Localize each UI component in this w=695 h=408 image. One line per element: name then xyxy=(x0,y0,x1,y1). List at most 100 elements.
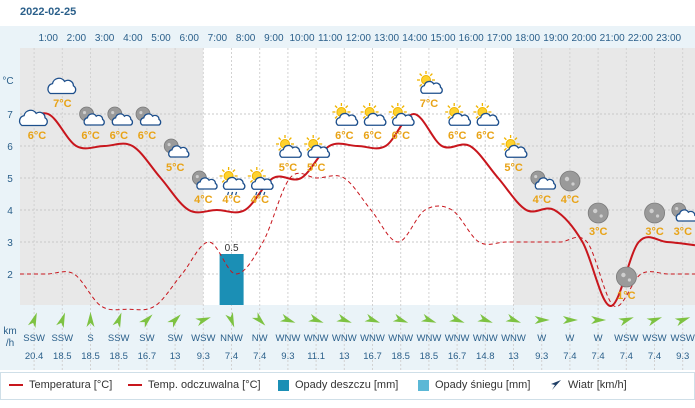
wind-direction-label: WSW xyxy=(671,333,695,344)
legend-feels-like-swatch xyxy=(128,384,142,386)
lines-layer xyxy=(19,112,695,311)
temperature-label: 6°C xyxy=(363,130,382,142)
wind-direction-label: WNW xyxy=(445,333,470,344)
wind-arrow-icon xyxy=(167,314,181,328)
hour-label: 17:00 xyxy=(487,33,512,44)
moon-cloud-icon xyxy=(135,106,162,126)
moon-cloud-icon xyxy=(671,202,695,222)
temperature-label: 6°C xyxy=(448,130,467,142)
sun-ray xyxy=(249,179,254,183)
legend-rain-swatch xyxy=(278,379,289,391)
weather-icons-layer xyxy=(18,71,695,288)
wind-direction-label: WNW xyxy=(473,333,498,344)
wind-arrow-icon xyxy=(392,313,409,323)
wind-direction-label: SSW xyxy=(108,333,130,344)
wind-speed-label: 7.4 xyxy=(648,351,661,362)
wind-speed-label: 7.4 xyxy=(620,351,633,362)
feels-like-line xyxy=(19,172,695,311)
rain-drop xyxy=(235,191,238,196)
y-tick-label: 5 xyxy=(7,174,13,185)
wind-arrow-shape xyxy=(646,317,663,327)
wind-arrow-shape xyxy=(449,313,465,323)
wind-direction-label: W xyxy=(537,333,546,344)
moon-crater xyxy=(649,208,654,214)
sun-ray xyxy=(486,105,490,109)
cloud-shape xyxy=(168,145,190,158)
legend: Temperatura [°C] Temp. odczuwalna [°C] O… xyxy=(0,372,695,400)
legend-wind-label: Wiatr [km/h] xyxy=(568,379,627,391)
wind-arrow-shape xyxy=(562,316,578,324)
y-tick-label: 7 xyxy=(7,110,13,121)
cloud-shape xyxy=(111,113,134,126)
sun-ray xyxy=(278,147,282,151)
cloud-shape xyxy=(83,113,105,126)
wind-arrow-shape xyxy=(364,313,381,323)
wind-arrow-shape xyxy=(308,313,324,323)
sun-ray xyxy=(503,147,507,151)
wind-arrow-shape xyxy=(336,313,352,323)
y-tick-label: 4 xyxy=(7,206,13,217)
sun-ray xyxy=(260,169,264,173)
temperature-label: 6°C xyxy=(138,130,157,142)
moon-crater xyxy=(593,208,598,214)
temperature-label: 4°C xyxy=(533,194,552,206)
temperature-label: 7°C xyxy=(420,98,439,110)
temperature-label: 5°C xyxy=(166,162,185,174)
moon-disc xyxy=(616,266,637,288)
moon-crater xyxy=(675,207,679,211)
wind-unit-label: /h xyxy=(6,338,14,349)
sun-ray xyxy=(334,105,338,109)
cloud-shape xyxy=(47,77,77,95)
wind-arrow-shape xyxy=(674,317,691,327)
hour-label: 11:00 xyxy=(318,33,343,44)
legend-rain-label: Opady deszczu [mm] xyxy=(295,379,399,391)
hour-label: 1:00 xyxy=(38,33,58,44)
moon-crater xyxy=(82,111,87,115)
cloud-shape xyxy=(420,80,443,94)
wind-speed-label: 18.5 xyxy=(391,351,410,362)
rain-drop xyxy=(227,191,230,196)
wind-speed-label: 16.7 xyxy=(138,351,157,362)
sun-ray xyxy=(232,169,236,173)
wind-arrow-shape xyxy=(251,312,266,326)
wind-direction-label: WSW xyxy=(614,333,638,344)
moon-cloud-icon xyxy=(107,106,134,126)
wind-arrow-shape xyxy=(279,313,296,323)
sun-ray xyxy=(278,137,282,141)
cloud-shape xyxy=(222,176,246,190)
wind-arrow-icon xyxy=(56,312,66,328)
wind-arrow-icon xyxy=(195,317,211,327)
wind-speed-label: 11.1 xyxy=(307,351,325,362)
temperature-label: 4°C xyxy=(561,194,580,206)
labels-layer: 7 6 5 4 3 2 °C 1:00 2:00 3:00 4:00 5:00 6:00 7:00 8:00… xyxy=(2,33,694,362)
sun-ray xyxy=(221,169,225,173)
temperature-label: 5°C xyxy=(504,162,523,174)
temperature-line xyxy=(19,112,695,308)
legend-rain: Opady deszczu [mm] xyxy=(278,379,398,391)
temperature-label: 6°C xyxy=(28,130,47,142)
wind-arrow-shape xyxy=(618,317,634,327)
wind-arrow-icon xyxy=(139,314,153,328)
moon-cloud-icon xyxy=(191,170,218,190)
moon-disc xyxy=(644,202,665,224)
wind-speed-label: 13 xyxy=(170,351,181,362)
cloud-shape xyxy=(363,112,387,126)
hour-label: 19:00 xyxy=(543,33,568,44)
wind-arrow-shape xyxy=(139,314,153,328)
sun-ray xyxy=(475,105,479,109)
wind-arrow-icon xyxy=(591,316,607,324)
moon-disc xyxy=(559,170,581,192)
moon-crater xyxy=(195,175,199,179)
wind-speed-label: 7.4 xyxy=(225,351,238,362)
legend-snow-swatch xyxy=(418,379,429,391)
wind-arrow-icon xyxy=(534,316,550,324)
hour-label: 7:00 xyxy=(208,33,228,44)
wind-speed-label: 20.4 xyxy=(25,351,44,362)
hour-label: 9:00 xyxy=(264,33,284,44)
rain-bars-layer xyxy=(219,254,244,305)
wind-speed-label: 18.5 xyxy=(109,351,128,362)
moon-icon xyxy=(644,202,665,224)
wind-speed-label: 7.4 xyxy=(563,351,576,362)
forecast-chart: 7 6 5 4 3 2 °C 1:00 2:00 3:00 4:00 5:00 6:00 7:00 8:00… xyxy=(0,26,695,370)
wind-speed-label: 13 xyxy=(508,351,519,362)
